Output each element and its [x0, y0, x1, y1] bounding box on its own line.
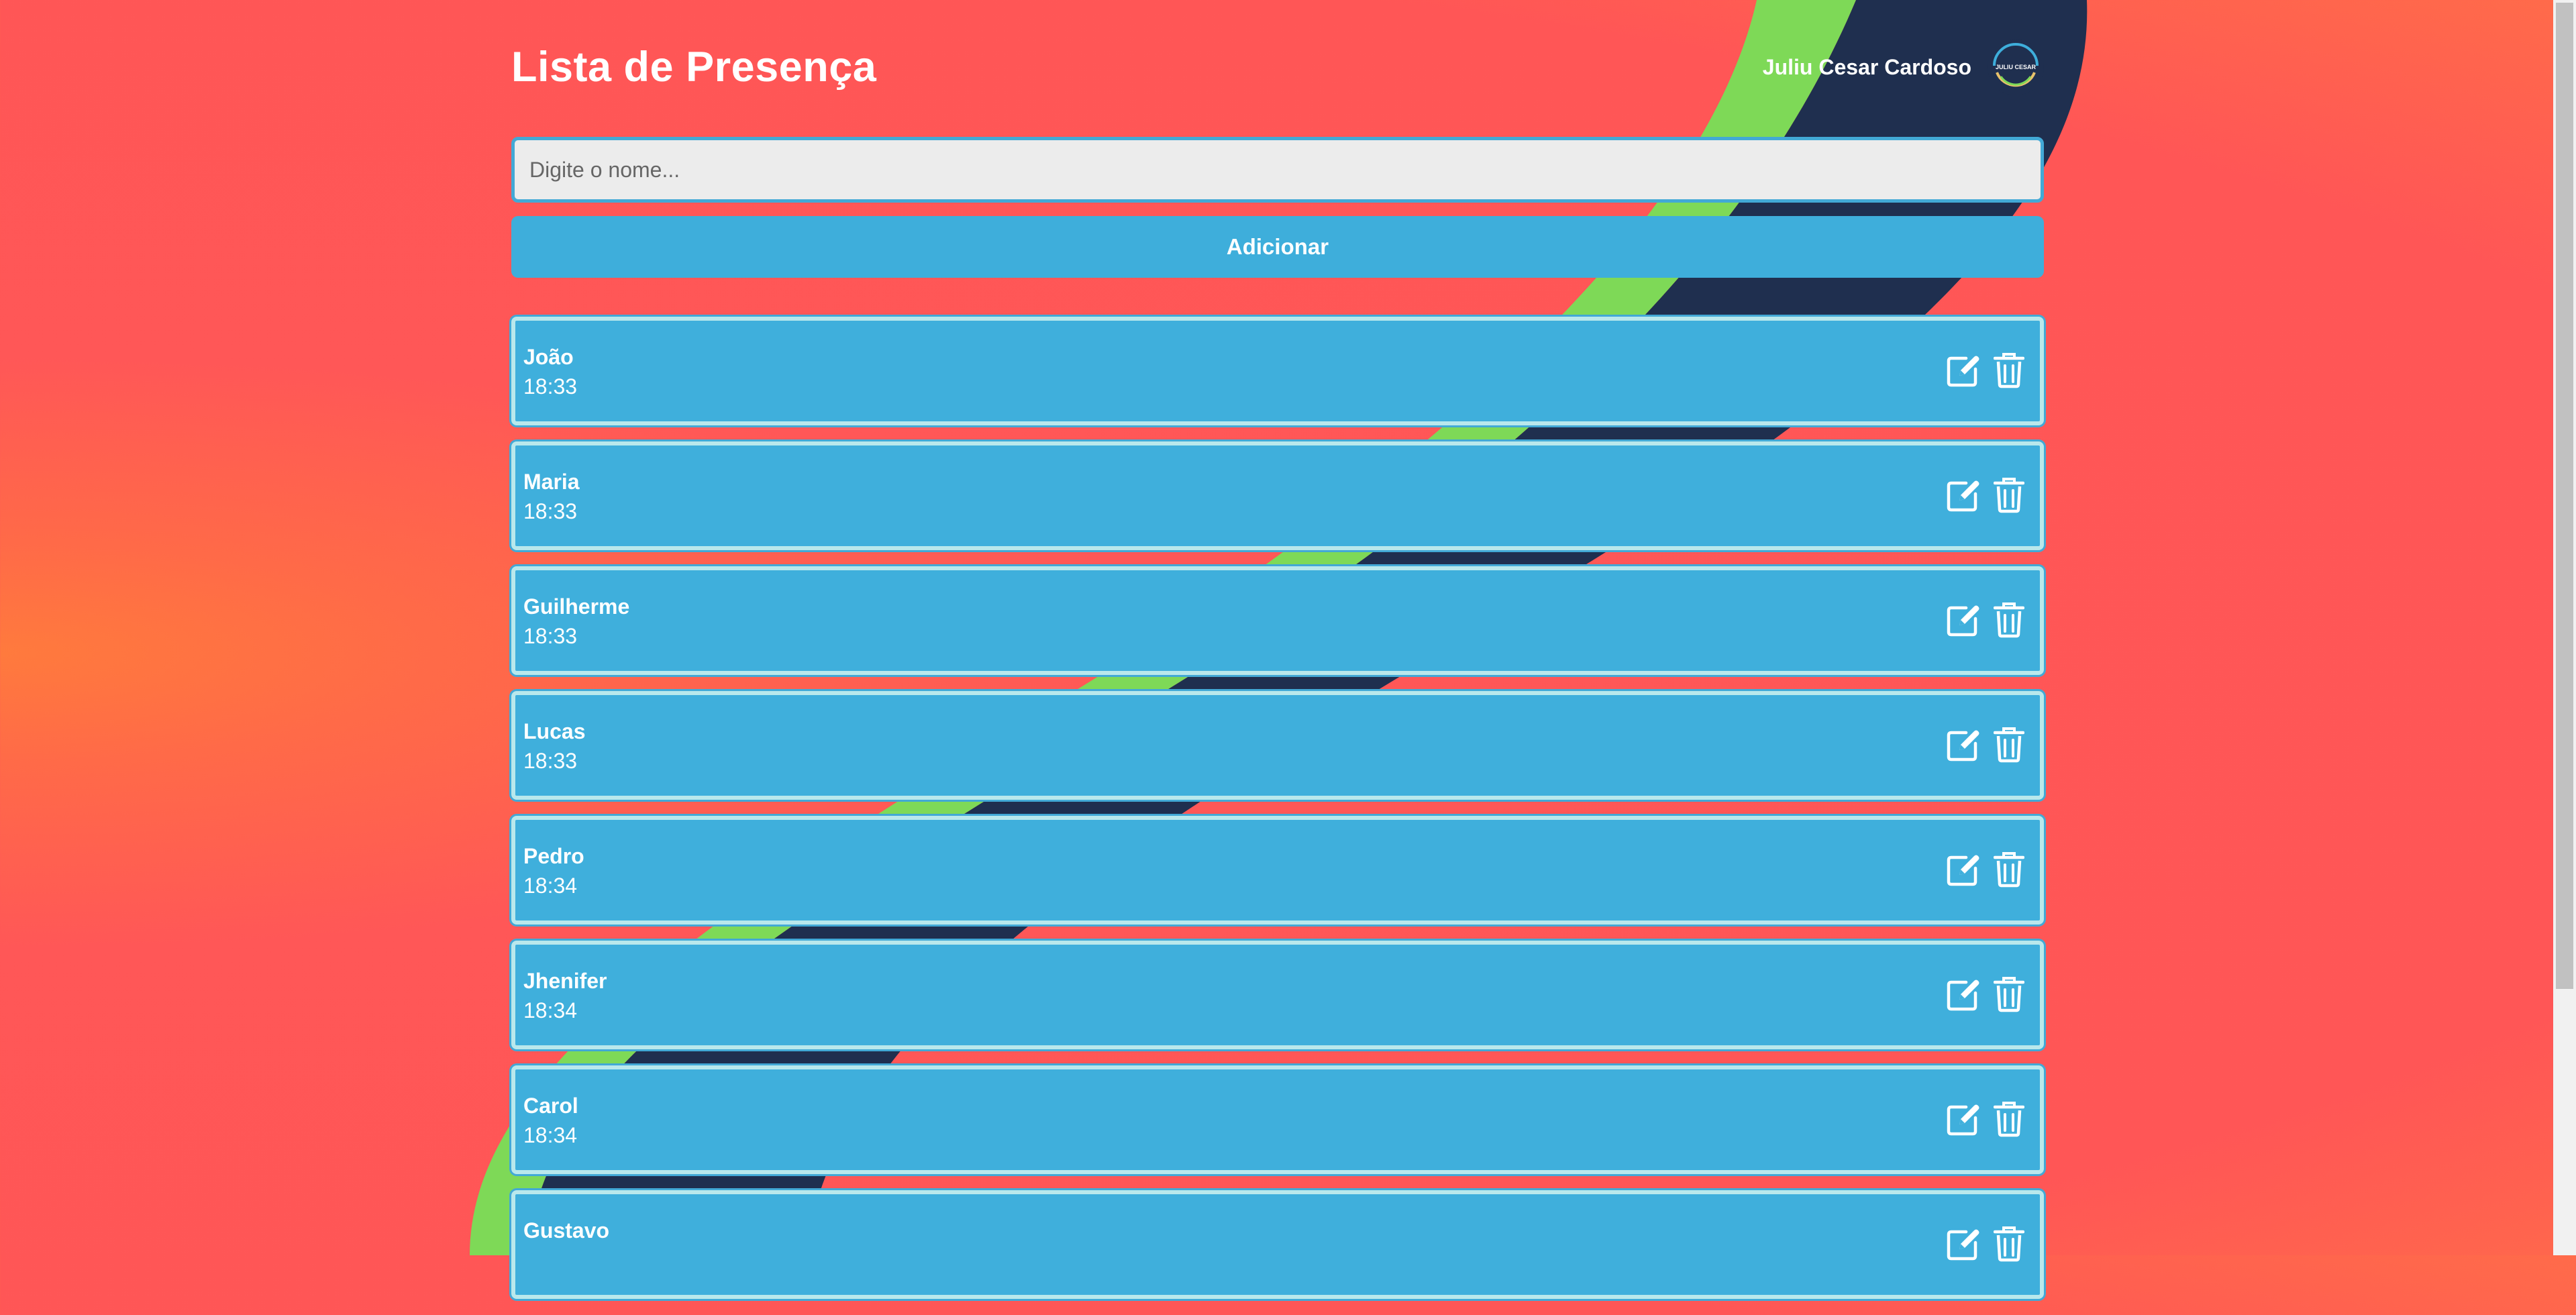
edit-icon[interactable]	[1946, 476, 1981, 514]
edit-icon[interactable]	[1946, 1225, 1981, 1263]
page-title: Lista de Presença	[511, 44, 877, 91]
list-item: Pedro 18:34	[511, 816, 2044, 925]
trash-icon[interactable]	[1992, 1225, 2026, 1263]
list-item: Guilherme 18:33	[511, 566, 2044, 675]
trash-icon[interactable]	[1992, 1100, 2026, 1138]
edit-icon[interactable]	[1946, 851, 1981, 888]
edit-icon[interactable]	[1946, 726, 1981, 764]
green-ribbon	[470, 0, 1856, 1255]
trash-icon[interactable]	[1992, 976, 2026, 1013]
attendance-list: João 18:33 Maria 18:33	[511, 317, 2044, 1315]
attendee-time: 18:33	[523, 499, 578, 523]
item-actions	[1946, 1225, 2026, 1263]
trash-icon[interactable]	[1992, 476, 2026, 514]
attendee-name: Carol	[523, 1094, 578, 1118]
user-info: Juliu Cesar Cardoso JULIU CESAR	[1763, 39, 2044, 95]
item-actions	[1946, 352, 2026, 389]
attendee-name: Gustavo	[523, 1218, 610, 1243]
page-scrollbar[interactable]	[2553, 0, 2576, 1255]
item-actions	[1946, 976, 2026, 1013]
attendee-name: João	[523, 345, 574, 369]
item-actions	[1946, 601, 2026, 639]
list-item: João 18:33	[511, 317, 2044, 425]
attendee-time: 18:34	[523, 998, 578, 1022]
edit-icon[interactable]	[1946, 976, 1981, 1013]
scrollbar-thumb[interactable]	[2556, 3, 2573, 989]
avatar-logo	[1993, 43, 2039, 87]
user-name: Juliu Cesar Cardoso	[1762, 54, 1971, 79]
avatar-text: JULIU CESAR	[1995, 64, 2036, 70]
attendee-name: Pedro	[523, 844, 584, 868]
attendee-time: 18:34	[523, 1123, 578, 1147]
attendee-time: 18:33	[523, 749, 578, 773]
attendee-time: 18:34	[523, 874, 578, 898]
trash-icon[interactable]	[1992, 352, 2026, 389]
list-item: Gustavo	[511, 1190, 2044, 1299]
attendee-time: 18:33	[523, 624, 578, 648]
list-item: Maria 18:33	[511, 441, 2044, 550]
list-item: Lucas 18:33	[511, 691, 2044, 800]
list-item: Jhenifer 18:34	[511, 941, 2044, 1049]
main-container: Lista de Presença Juliu Cesar Cardoso JU…	[511, 0, 2044, 1299]
name-input[interactable]	[511, 137, 2044, 203]
item-actions	[1946, 851, 2026, 888]
edit-icon[interactable]	[1946, 1100, 1981, 1138]
attendee-name: Lucas	[523, 719, 586, 743]
edit-icon[interactable]	[1946, 601, 1981, 639]
attendee-name: Guilherme	[523, 594, 630, 619]
item-actions	[1946, 476, 2026, 514]
trash-icon[interactable]	[1992, 851, 2026, 888]
attendee-name: Maria	[523, 470, 580, 494]
add-button[interactable]: Adicionar	[511, 216, 2044, 278]
list-item: Carol 18:34	[511, 1065, 2044, 1174]
page-header: Lista de Presença Juliu Cesar Cardoso JU…	[511, 0, 2044, 134]
item-actions	[1946, 1100, 2026, 1138]
trash-icon[interactable]	[1992, 726, 2026, 764]
edit-icon[interactable]	[1946, 352, 1981, 389]
trash-icon[interactable]	[1992, 601, 2026, 639]
attendee-name: Jhenifer	[523, 969, 607, 993]
avatar[interactable]: JULIU CESAR	[1988, 39, 2044, 95]
item-actions	[1946, 726, 2026, 764]
attendee-time: 18:33	[523, 374, 578, 399]
